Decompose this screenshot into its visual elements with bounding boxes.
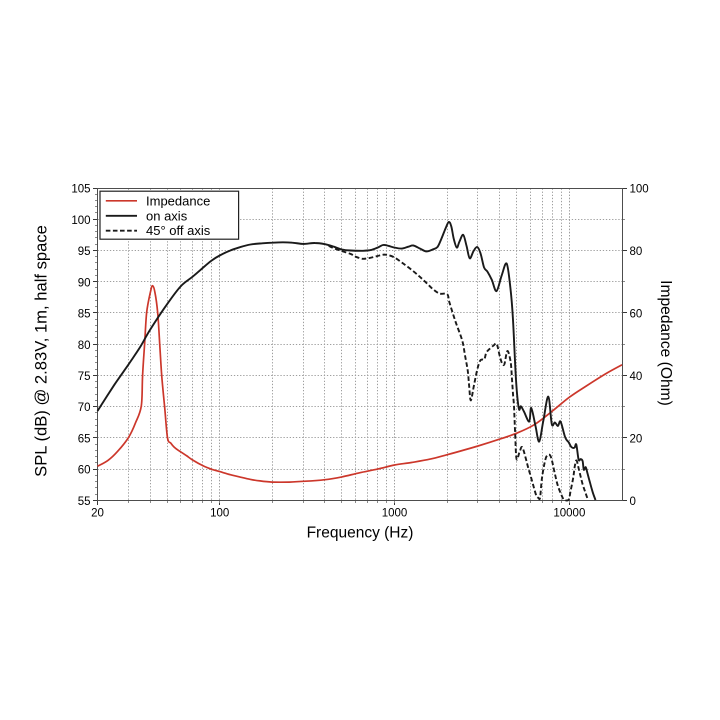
svg-text:70: 70 — [78, 402, 91, 414]
svg-text:on axis: on axis — [146, 208, 188, 223]
svg-text:105: 105 — [71, 184, 90, 196]
svg-text:85: 85 — [78, 309, 91, 321]
svg-text:80: 80 — [78, 340, 91, 352]
svg-text:60: 60 — [78, 465, 91, 477]
svg-text:10000: 10000 — [553, 508, 585, 520]
svg-text:40: 40 — [630, 371, 643, 383]
svg-text:90: 90 — [78, 277, 91, 289]
svg-text:60: 60 — [630, 309, 643, 321]
svg-text:100: 100 — [71, 215, 90, 227]
svg-text:95: 95 — [78, 246, 91, 258]
svg-text:Frequency (Hz): Frequency (Hz) — [307, 524, 414, 541]
svg-text:80: 80 — [630, 246, 643, 258]
svg-text:100: 100 — [630, 184, 649, 196]
svg-text:20: 20 — [630, 433, 643, 445]
svg-text:Impedance (Ohm): Impedance (Ohm) — [657, 280, 674, 406]
svg-text:100: 100 — [210, 508, 229, 520]
svg-text:65: 65 — [78, 433, 91, 445]
svg-text:55: 55 — [78, 496, 91, 508]
svg-text:SPL (dB) @ 2.83V, 1m, half spa: SPL (dB) @ 2.83V, 1m, half space — [32, 225, 51, 477]
svg-text:75: 75 — [78, 371, 91, 383]
svg-text:0: 0 — [630, 496, 636, 508]
svg-text:Impedance: Impedance — [146, 193, 210, 208]
svg-text:1000: 1000 — [382, 508, 408, 520]
svg-text:20: 20 — [91, 508, 104, 520]
svg-text:45° off axis: 45° off axis — [146, 223, 211, 238]
